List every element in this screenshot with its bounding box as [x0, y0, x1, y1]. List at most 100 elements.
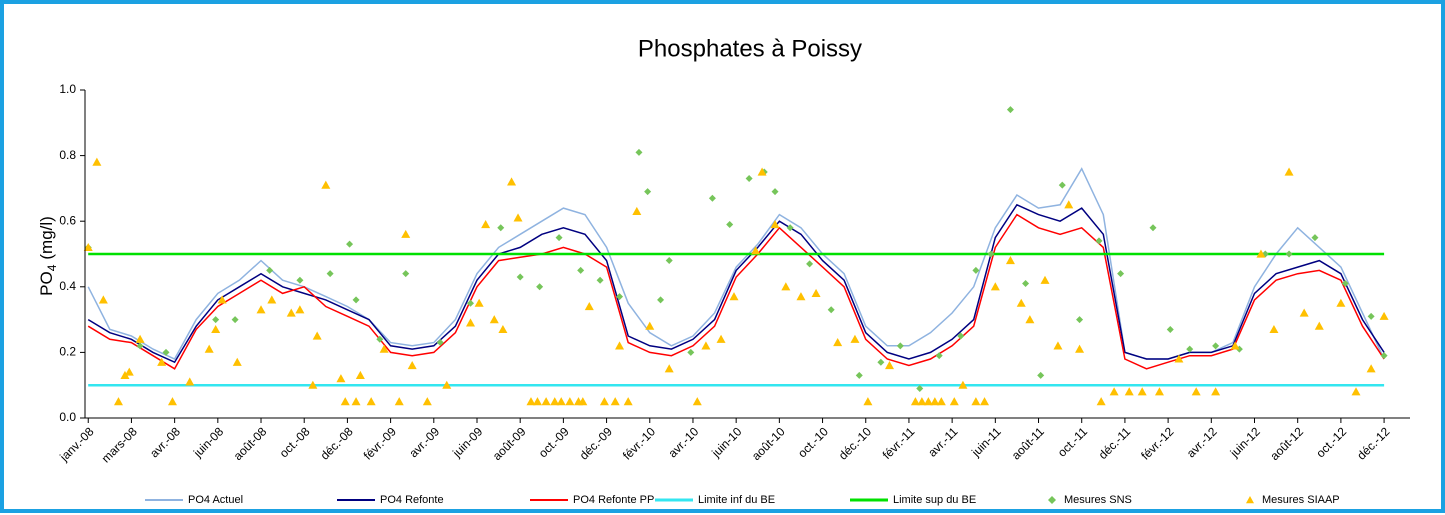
data-point — [644, 188, 652, 196]
data-point — [466, 318, 476, 327]
data-point — [811, 288, 821, 297]
data-point — [1166, 325, 1174, 333]
data-point — [83, 242, 93, 252]
data-point — [211, 324, 221, 334]
data-point — [1109, 387, 1119, 396]
data-point — [295, 305, 305, 314]
data-point — [565, 397, 575, 406]
data-point — [1022, 280, 1030, 288]
data-point — [481, 219, 491, 229]
data-point — [286, 308, 296, 317]
data-point — [1284, 167, 1294, 176]
data-point — [916, 384, 924, 392]
data-point — [923, 397, 933, 406]
data-point — [701, 341, 711, 350]
data-point — [556, 397, 566, 406]
data-point — [1341, 280, 1349, 288]
data-point — [379, 344, 389, 353]
legend-swatch — [1048, 496, 1056, 504]
data-point — [1191, 387, 1201, 396]
data-point — [1005, 256, 1015, 265]
data-point — [635, 148, 643, 156]
data-point — [267, 295, 277, 304]
data-point — [340, 397, 350, 406]
chart-title: Phosphates à Poissy — [638, 35, 862, 62]
data-point — [1037, 371, 1045, 379]
data-point — [376, 335, 384, 343]
legend-label: Limite inf du BE — [698, 494, 775, 506]
legend-label: Limite sup du BE — [893, 494, 976, 506]
data-point — [1351, 387, 1361, 396]
y-tick-label: 0.4 — [59, 279, 76, 293]
data-point — [796, 292, 806, 301]
data-point — [1211, 387, 1221, 396]
data-point — [157, 357, 167, 366]
data-point — [665, 257, 673, 265]
data-point — [936, 397, 946, 406]
legend-label: Mesures SNS — [1064, 494, 1132, 506]
y-axis-label: PO4 (mg/l) — [37, 216, 59, 296]
data-point — [507, 177, 517, 186]
data-point — [526, 397, 536, 406]
data-point — [167, 397, 177, 406]
data-point — [863, 397, 873, 406]
data-point — [536, 283, 544, 291]
data-point — [610, 397, 620, 406]
data-point — [1075, 344, 1085, 353]
data-point — [541, 397, 551, 406]
data-point — [1137, 387, 1147, 396]
data-point — [162, 348, 170, 356]
data-point — [366, 397, 376, 406]
data-point — [204, 344, 214, 353]
y-label-main: PO — [37, 271, 56, 296]
data-point — [1016, 298, 1026, 307]
data-point — [1269, 324, 1279, 334]
y-tick-label: 0.8 — [59, 148, 76, 162]
data-point — [584, 301, 594, 311]
data-point — [185, 377, 195, 386]
data-point — [497, 224, 505, 232]
data-point — [1006, 106, 1014, 114]
data-point — [1117, 270, 1125, 278]
data-point — [212, 316, 220, 324]
data-point — [632, 206, 642, 215]
legend-label: PO4 Actuel — [188, 494, 243, 506]
data-point — [980, 397, 990, 406]
data-point — [1314, 321, 1324, 330]
series-line — [87, 213, 1385, 370]
data-point — [532, 397, 542, 406]
data-point — [596, 276, 604, 284]
data-point — [266, 266, 274, 274]
data-point — [1053, 341, 1063, 350]
data-point — [577, 266, 585, 274]
data-point — [599, 397, 609, 406]
data-point — [1058, 181, 1066, 189]
data-point — [120, 370, 130, 379]
data-point — [716, 334, 726, 343]
y-tick-label: 1.0 — [59, 82, 76, 96]
data-point — [98, 295, 108, 304]
data-point — [949, 397, 959, 406]
data-point — [256, 305, 266, 314]
data-point — [1256, 249, 1266, 258]
series-line — [87, 203, 1385, 364]
data-point — [1311, 234, 1319, 242]
data-point — [394, 397, 404, 406]
data-point — [1212, 342, 1220, 350]
data-point — [513, 213, 523, 222]
data-point — [321, 180, 331, 189]
y-tick-label: 0.0 — [59, 410, 76, 424]
data-point — [402, 270, 410, 278]
data-point — [971, 397, 981, 406]
data-point — [1366, 364, 1376, 373]
data-point — [917, 397, 927, 406]
data-point — [136, 342, 144, 350]
data-point — [1076, 316, 1084, 324]
data-point — [990, 282, 1000, 291]
data-point — [346, 240, 354, 248]
data-point — [645, 321, 655, 330]
data-point — [692, 397, 702, 406]
data-point — [308, 380, 318, 389]
